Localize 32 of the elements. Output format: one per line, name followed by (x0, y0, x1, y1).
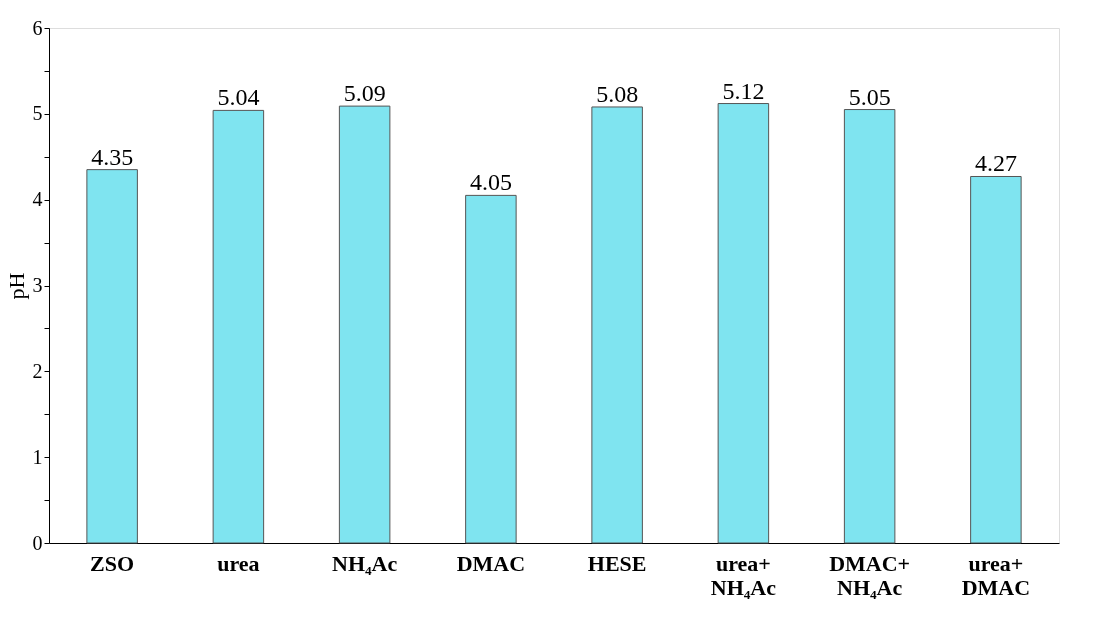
y-tick-label: 1 (32, 445, 43, 468)
bar (212, 109, 265, 544)
bar (970, 175, 1022, 544)
bar (465, 194, 517, 544)
data-label: 4.05 (469, 169, 512, 196)
y-tick-label: 0 (32, 531, 43, 554)
x-tick-label: DMAC+ NH₄Ac (829, 550, 911, 600)
data-label: 4.35 (91, 143, 134, 170)
bar (591, 106, 643, 544)
x-tick-label: urea+ DMAC (961, 550, 1031, 600)
x-tick-label: ZSO (90, 550, 135, 576)
y-tick-label: 2 (32, 359, 43, 382)
data-label: 5.04 (217, 84, 260, 111)
data-label: 5.12 (722, 77, 765, 104)
x-tick-label: urea (217, 550, 260, 576)
y-tick-label: 6 (32, 16, 43, 39)
bar (843, 109, 896, 544)
y-tick-label: 5 (32, 102, 43, 125)
data-label: 5.05 (848, 83, 891, 110)
data-label: 5.09 (343, 80, 386, 107)
y-tick-label: 4 (32, 188, 43, 211)
y-axis-title: pH (3, 272, 29, 300)
bar (338, 105, 391, 544)
x-tick-label: DMAC (456, 550, 526, 576)
x-tick-label: urea+ NH₄Ac (710, 550, 777, 600)
bar (717, 103, 770, 544)
bar (86, 169, 138, 544)
data-label: 5.08 (596, 80, 639, 107)
x-tick-label: NH₄Ac (332, 550, 398, 576)
x-tick-label: HESE (587, 550, 647, 576)
y-tick-label: 3 (32, 274, 43, 296)
data-label: 4.27 (974, 150, 1017, 177)
